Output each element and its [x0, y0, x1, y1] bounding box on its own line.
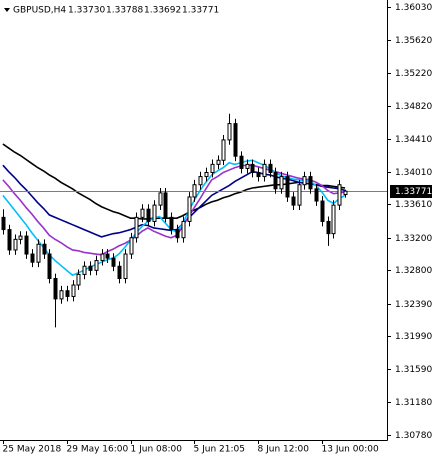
- candle-body: [187, 196, 192, 222]
- candle-body: [331, 204, 336, 235]
- candle-body: [250, 163, 255, 174]
- candle-body: [163, 192, 168, 218]
- last-price-tag: 1.33771: [390, 185, 432, 198]
- candle-body: [158, 192, 163, 206]
- candle-body: [59, 290, 64, 300]
- y-tick-label: 1.33200: [395, 234, 432, 244]
- candle-body: [268, 163, 273, 174]
- header-ohlc: 1.33788: [106, 6, 143, 16]
- candle-body: [146, 208, 151, 222]
- candle-body: [279, 176, 284, 190]
- candle-body: [24, 235, 29, 255]
- y-tick-label: 1.34820: [395, 102, 432, 112]
- candle-body: [169, 216, 174, 231]
- moving-average-line: [2, 164, 346, 256]
- axis-layer: 1.36030 1.35620 1.35220 1.34820 1.34410 1.340…: [3, 3, 433, 455]
- candle-body: [297, 184, 302, 206]
- candle-body: [291, 196, 296, 206]
- candle-body: [140, 208, 145, 218]
- candle-body: [71, 284, 76, 297]
- candles-layer: [1, 113, 348, 328]
- last-price-box: [390, 185, 432, 198]
- candle-body: [320, 200, 325, 222]
- candle-body: [302, 176, 307, 186]
- candle-body: [239, 155, 244, 169]
- candle-body: [100, 253, 105, 262]
- candle-body: [7, 229, 12, 251]
- y-tick-label: 1.30780: [395, 431, 432, 441]
- symbol-label: GBPUSD,H4: [13, 6, 66, 16]
- candle-body: [1, 216, 6, 231]
- candle-body: [308, 176, 313, 190]
- candle-body: [82, 265, 87, 275]
- candle-body: [273, 172, 278, 190]
- x-tick-label: 1 Jun 08:00: [131, 445, 183, 455]
- candle-body: [134, 216, 139, 239]
- candle-body: [53, 277, 58, 300]
- candle-body: [256, 172, 261, 178]
- candle-body: [76, 273, 81, 286]
- candle-body: [105, 253, 110, 259]
- x-tick-label: 25 May 2018: [3, 445, 62, 455]
- candle-body: [111, 257, 116, 267]
- candle-body: [123, 253, 128, 279]
- candle-body: [326, 220, 331, 235]
- candle-body: [233, 123, 238, 157]
- candle-body: [337, 184, 342, 206]
- header-ohlc: 1.33730: [68, 6, 105, 16]
- candle-body: [221, 139, 226, 161]
- x-tick-label: 8 Jun 12:00: [258, 445, 310, 455]
- candle-body: [47, 253, 52, 279]
- x-tick-label: 13 Jun 00:00: [322, 445, 379, 455]
- candle-body: [216, 159, 221, 165]
- y-tick-label: 1.35620: [395, 36, 432, 46]
- candle-body: [42, 243, 47, 255]
- y-tick-label: 1.34010: [395, 168, 432, 178]
- candle-body: [94, 260, 99, 271]
- header-ohlc: 1.33692: [144, 6, 181, 16]
- candle-body: [262, 163, 267, 178]
- y-tick-label: 1.31180: [395, 398, 432, 408]
- candle-body: [343, 190, 348, 196]
- candle-body: [117, 265, 122, 279]
- y-tick-label: 1.31990: [395, 332, 432, 342]
- y-tick-label: 1.36030: [395, 3, 432, 13]
- candle-body: [192, 184, 197, 198]
- x-tick-label: 29 May 16:00: [67, 445, 129, 455]
- y-tick-label: 1.34410: [395, 135, 432, 145]
- candle-body: [245, 163, 250, 169]
- symbol-marker: [4, 8, 10, 12]
- last-price-label: 1.33771: [395, 187, 432, 197]
- y-tick-label: 1.35220: [395, 69, 432, 79]
- candle-body: [129, 237, 134, 255]
- candle-body: [285, 176, 290, 198]
- y-tick-label: 1.33610: [395, 200, 432, 210]
- y-tick-label: 1.31590: [395, 365, 432, 375]
- candle-body: [13, 238, 18, 251]
- x-tick-label: 5 Jun 21:05: [194, 445, 245, 455]
- candle-body: [30, 253, 35, 263]
- candle-body: [152, 204, 157, 222]
- candle-body: [18, 235, 23, 240]
- candle-body: [88, 265, 93, 271]
- candle-body: [210, 163, 215, 174]
- header-ohlc: 1.33771: [182, 6, 219, 16]
- candle-body: [175, 229, 180, 239]
- candle-body: [65, 290, 70, 297]
- y-tick-label: 1.32800: [395, 266, 432, 276]
- candle-body: [36, 243, 41, 263]
- candle-body: [198, 176, 203, 186]
- y-tick-label: 1.32390: [395, 300, 432, 310]
- candle-body: [181, 220, 186, 239]
- candle-body: [204, 172, 209, 178]
- candle-body: [227, 123, 232, 141]
- candle-body: [314, 188, 319, 202]
